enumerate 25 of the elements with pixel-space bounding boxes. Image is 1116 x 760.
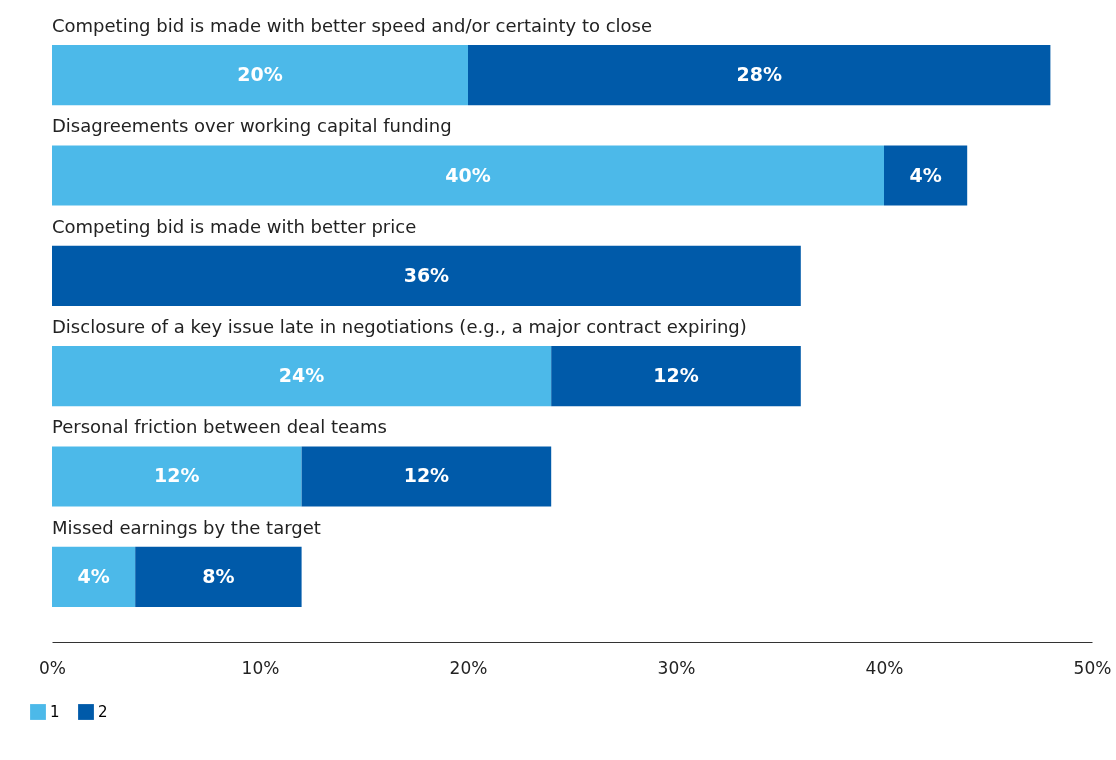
y-tick-label: Personal friction between deal teams bbox=[52, 416, 387, 438]
x-tick-label: 50% bbox=[1073, 657, 1112, 678]
x-tick-label: 30% bbox=[657, 657, 696, 678]
legend-label: 2 bbox=[98, 703, 108, 721]
data-label: 4% bbox=[909, 163, 942, 186]
data-label: 12% bbox=[653, 364, 699, 387]
data-label: 20% bbox=[237, 63, 283, 86]
y-tick-label: Missed earnings by the target bbox=[52, 516, 321, 538]
data-label: 8% bbox=[202, 564, 235, 587]
data-label: 28% bbox=[736, 63, 782, 86]
data-label: 12% bbox=[154, 464, 200, 487]
data-label: 40% bbox=[445, 163, 491, 186]
data-label: 36% bbox=[403, 263, 450, 286]
y-tick-label: Competing bid is made with better price bbox=[52, 215, 417, 237]
y-tick-label: Competing bid is made with better speed and/or certainty to close bbox=[52, 15, 653, 37]
x-tick-label: 20% bbox=[449, 657, 488, 678]
y-tick-label: Disagreements over working capital funding bbox=[52, 115, 452, 137]
x-tick-label: 10% bbox=[241, 657, 280, 678]
y-tick-label: Disclosure of a key issue late in negotiations (e.g., a major contract expiring) bbox=[52, 316, 747, 338]
x-tick-label: 40% bbox=[865, 657, 904, 678]
data-label: 4% bbox=[77, 564, 110, 587]
data-label: 24% bbox=[278, 364, 325, 387]
legend-label: 1 bbox=[50, 703, 60, 721]
x-tick-label: 0% bbox=[39, 657, 66, 678]
data-label: 12% bbox=[403, 464, 450, 487]
